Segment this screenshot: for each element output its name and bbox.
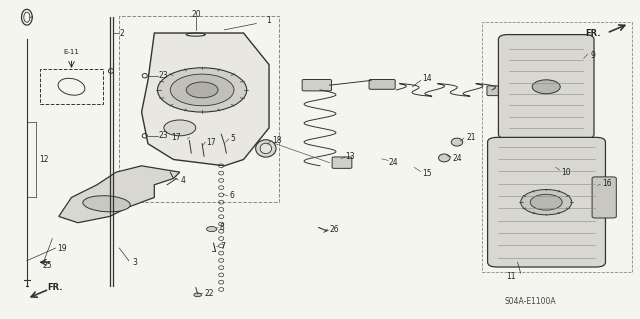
FancyBboxPatch shape xyxy=(369,79,395,89)
Text: 3: 3 xyxy=(132,258,137,267)
Circle shape xyxy=(194,293,202,297)
Text: 5: 5 xyxy=(231,134,236,144)
Circle shape xyxy=(531,194,562,210)
Ellipse shape xyxy=(260,143,271,154)
FancyBboxPatch shape xyxy=(332,157,352,168)
Polygon shape xyxy=(59,166,180,223)
Ellipse shape xyxy=(438,154,450,162)
Text: FR.: FR. xyxy=(47,283,63,292)
Circle shape xyxy=(521,189,572,215)
Text: 14: 14 xyxy=(422,74,431,83)
Text: 18: 18 xyxy=(272,136,282,145)
FancyBboxPatch shape xyxy=(487,86,513,96)
Text: 20: 20 xyxy=(191,10,201,19)
Text: 24: 24 xyxy=(452,154,462,163)
Text: 8: 8 xyxy=(220,223,225,232)
Text: 1: 1 xyxy=(266,16,271,25)
Text: 11: 11 xyxy=(506,272,516,281)
Text: 17: 17 xyxy=(172,133,181,142)
Text: 23: 23 xyxy=(159,71,168,80)
Text: E-11: E-11 xyxy=(63,49,79,55)
Circle shape xyxy=(207,226,217,232)
Circle shape xyxy=(157,68,246,112)
Circle shape xyxy=(186,82,218,98)
FancyBboxPatch shape xyxy=(488,137,605,267)
Text: S04A-E1100A: S04A-E1100A xyxy=(505,297,556,306)
Text: 12: 12 xyxy=(40,155,49,164)
Text: 19: 19 xyxy=(58,243,67,253)
Text: 4: 4 xyxy=(181,175,186,185)
Text: 15: 15 xyxy=(422,169,431,178)
Text: 16: 16 xyxy=(602,179,612,188)
Text: FR.: FR. xyxy=(585,28,600,38)
Text: 7: 7 xyxy=(220,242,225,251)
Text: 2: 2 xyxy=(119,28,124,38)
Circle shape xyxy=(170,74,234,106)
Text: 6: 6 xyxy=(230,191,234,200)
FancyBboxPatch shape xyxy=(592,177,616,218)
FancyBboxPatch shape xyxy=(302,79,332,91)
FancyBboxPatch shape xyxy=(499,34,594,139)
Polygon shape xyxy=(141,33,269,166)
Text: 17: 17 xyxy=(207,137,216,147)
Text: 25: 25 xyxy=(43,261,52,270)
Text: 23: 23 xyxy=(159,131,168,140)
Circle shape xyxy=(532,80,560,94)
Text: 13: 13 xyxy=(346,152,355,161)
Text: 10: 10 xyxy=(561,168,570,177)
Text: 9: 9 xyxy=(591,51,596,60)
Circle shape xyxy=(164,120,196,136)
Text: 22: 22 xyxy=(204,289,214,298)
Ellipse shape xyxy=(255,140,276,157)
Text: 21: 21 xyxy=(467,133,476,142)
Ellipse shape xyxy=(451,138,463,146)
Ellipse shape xyxy=(83,196,130,212)
Text: 24: 24 xyxy=(389,158,399,167)
Text: 26: 26 xyxy=(330,225,339,234)
